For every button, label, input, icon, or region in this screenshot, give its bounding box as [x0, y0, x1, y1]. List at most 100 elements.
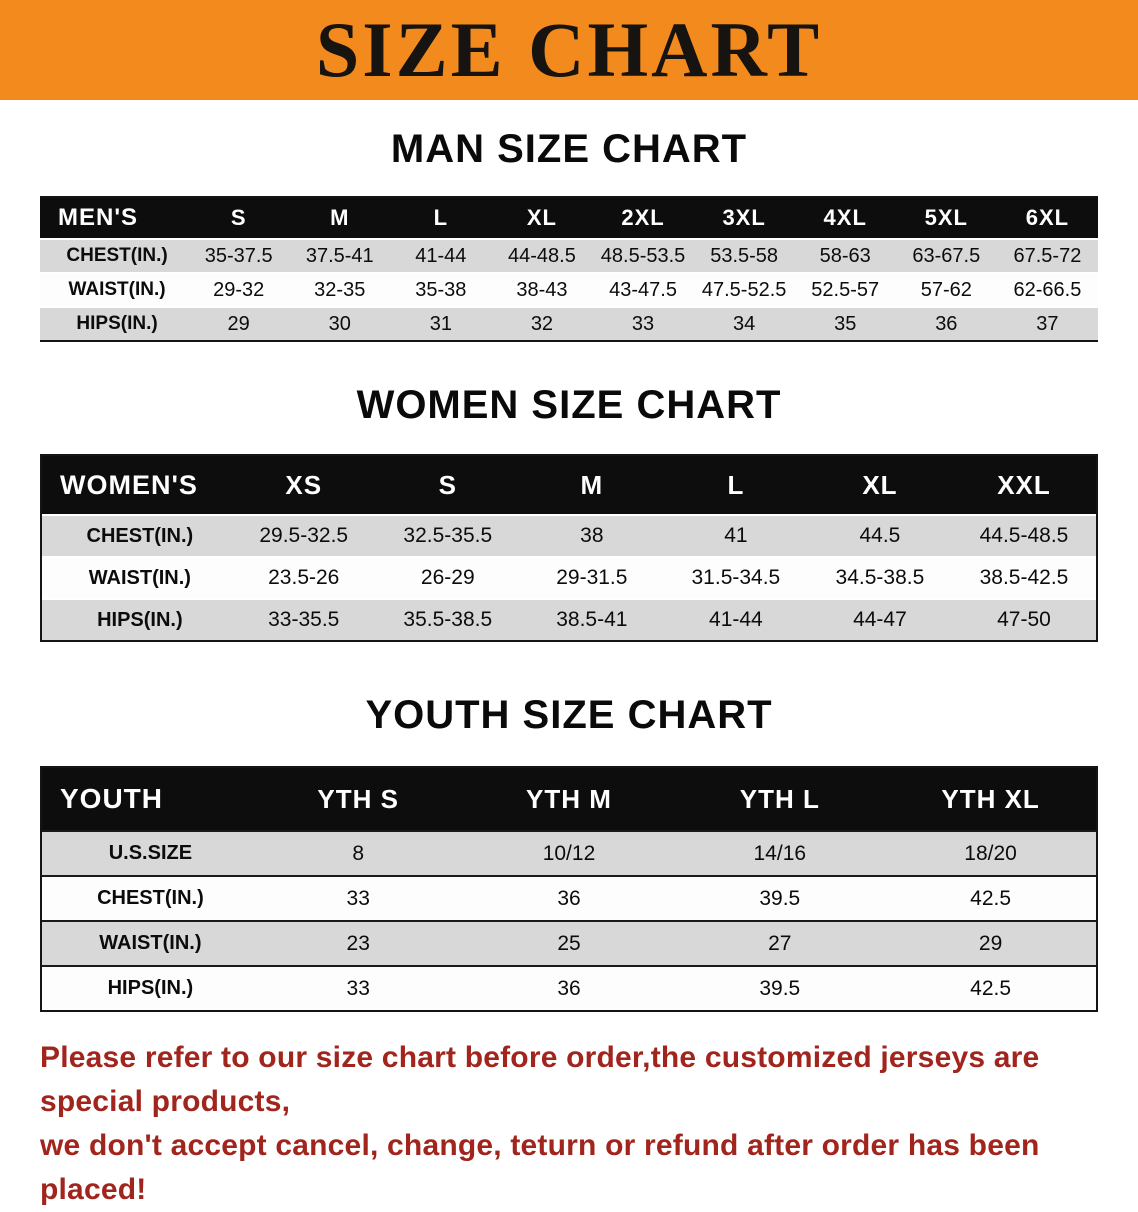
table-cell: 41-44	[709, 608, 763, 631]
table-cell: 38	[580, 524, 604, 547]
table-cell: 44-47	[853, 608, 907, 631]
table-cell: 35.5-38.5	[403, 608, 493, 631]
row-label: HIPS(IN.)	[97, 608, 183, 631]
row-label: CHEST(IN.)	[86, 524, 194, 547]
table-cell: 36	[557, 976, 581, 1000]
table-cell: 8	[352, 841, 365, 865]
table-cell: 53.5-58	[710, 244, 779, 267]
table-cell: 38.5-41	[556, 608, 628, 631]
row-label: HIPS(IN.)	[76, 313, 158, 334]
table-cell: 44.5-48.5	[979, 524, 1069, 547]
column-header: 6XL	[1025, 205, 1070, 230]
size-chart-banner: SIZE CHART	[0, 0, 1138, 100]
table-corner-label: WOMEN'S	[60, 469, 198, 500]
table-cell: 38.5-42.5	[979, 566, 1069, 589]
table-cell: 37.5-41	[305, 244, 374, 267]
table-cell: 58-63	[819, 244, 871, 267]
table-cell: 29	[227, 312, 250, 335]
row-label: CHEST(IN.)	[97, 887, 204, 909]
table-row: CHEST(IN.) 35-37.5 37.5-41 41-44 44-48.5 48.5…	[40, 238, 1098, 272]
table-corner-label: YOUTH	[60, 783, 163, 814]
table-header-row: MEN'S S M L XL 2XL 3XL 4XL 5XL 6XL	[40, 198, 1098, 238]
youth-size-table: YOUTH YTH S YTH M YTH L YTH XL U.S.SIZE 8 10/12…	[40, 766, 1098, 1012]
men-size-table: MEN'S S M L XL 2XL 3XL 4XL 5XL 6XL CHEST(IN.) 35-37…	[40, 196, 1098, 342]
table-cell: 23.5-26	[268, 566, 340, 589]
column-header: XXL	[997, 469, 1051, 500]
table-cell: 31	[429, 312, 452, 335]
column-header: M	[330, 205, 350, 230]
row-label: HIPS(IN.)	[107, 977, 194, 999]
table-cell: 32	[530, 312, 554, 335]
table-cell: 34	[733, 312, 756, 335]
column-header: S	[230, 205, 247, 230]
table-cell: 37	[1036, 312, 1059, 335]
table-cell: 35-38	[415, 278, 467, 301]
table-cell: 25	[557, 931, 581, 955]
column-header: L	[433, 205, 449, 230]
table-cell: 43-47.5	[609, 278, 677, 301]
column-header: 5XL	[924, 205, 968, 230]
table-cell: 18/20	[964, 841, 1017, 865]
table-cell: 29	[978, 931, 1003, 955]
table-row: WAIST(IN.) 23 25 27 29	[42, 920, 1096, 965]
women-section-heading: WOMEN SIZE CHART	[356, 383, 782, 427]
table-row: WAIST(IN.) 29-32 32-35 35-38 38-43 43-47.5 47.…	[40, 272, 1098, 306]
table-corner-label: MEN'S	[58, 204, 139, 231]
row-label: U.S.SIZE	[108, 842, 193, 864]
table-cell: 33	[346, 976, 370, 1000]
row-label: WAIST(IN.)	[99, 932, 202, 954]
table-row: U.S.SIZE 8 10/12 14/16 18/20	[42, 830, 1096, 875]
table-cell: 52.5-57	[811, 278, 880, 301]
table-cell: 29-31.5	[556, 566, 628, 589]
column-header: YTH M	[526, 783, 612, 814]
table-cell: 41	[724, 524, 748, 547]
table-cell: 27	[768, 931, 792, 955]
table-cell: 35	[834, 312, 857, 335]
column-header: YTH XL	[941, 783, 1040, 814]
table-cell: 29-32	[213, 278, 265, 301]
table-cell: 35-37.5	[204, 244, 273, 267]
table-cell: 29.5-32.5	[259, 524, 349, 547]
table-cell: 23	[346, 931, 370, 955]
table-header-row: YOUTH YTH S YTH M YTH L YTH XL	[42, 768, 1096, 830]
table-cell: 42.5	[970, 886, 1012, 910]
table-cell: 48.5-53.5	[600, 244, 686, 267]
table-row: HIPS(IN.) 29 30 31 32 33 34 35 36 37	[40, 306, 1098, 340]
table-cell: 32.5-35.5	[403, 524, 493, 547]
table-cell: 31.5-34.5	[691, 566, 781, 589]
table-cell: 36	[935, 312, 958, 335]
row-label: WAIST(IN.)	[88, 566, 191, 589]
table-cell: 44.5	[859, 524, 901, 547]
column-header: XS	[285, 469, 323, 500]
table-cell: 33	[631, 312, 655, 335]
table-row: HIPS(IN.) 33-35.5 35.5-38.5 38.5-41 41-44 44-…	[42, 598, 1096, 640]
row-label: CHEST(IN.)	[66, 245, 168, 266]
table-header-row: WOMEN'S XS S M L XL XXL	[42, 456, 1096, 514]
table-cell: 62-66.5	[1013, 278, 1082, 301]
column-header: XL	[862, 469, 898, 500]
table-row: CHEST(IN.) 33 36 39.5 42.5	[42, 875, 1096, 920]
column-header: YTH S	[317, 783, 399, 814]
table-cell: 38-43	[516, 278, 568, 301]
footer-note: Please refer to our size chart before or…	[40, 1036, 1098, 1212]
table-cell: 10/12	[542, 841, 596, 865]
column-header: M	[580, 469, 604, 500]
table-cell: 14/16	[753, 841, 807, 865]
table-cell: 47.5-52.5	[701, 278, 787, 301]
men-size-section: MAN SIZE CHART MEN'S S M L XL 2XL 3XL 4XL 5XL 6XL…	[0, 126, 1138, 342]
table-row: HIPS(IN.) 33 36 39.5 42.5	[42, 965, 1096, 1010]
table-cell: 42.5	[970, 976, 1012, 1000]
youth-size-section: YOUTH SIZE CHART YOUTH YTH S YTH M YTH L YTH…	[0, 692, 1138, 1012]
column-header: L	[727, 469, 745, 500]
footer-line-2: we don't accept cancel, change, teturn o…	[40, 1129, 1040, 1206]
column-header: XL	[526, 205, 557, 230]
table-cell: 36	[557, 886, 581, 910]
banner-title: SIZE CHART	[315, 6, 823, 93]
table-cell: 44-48.5	[508, 244, 576, 267]
table-row: CHEST(IN.) 29.5-32.5 32.5-35.5 38 41 44.5 44.5…	[42, 514, 1096, 556]
column-header: 4XL	[823, 205, 867, 230]
column-header: S	[438, 469, 457, 500]
footer-line-1: Please refer to our size chart before or…	[40, 1041, 1040, 1118]
table-cell: 41-44	[415, 244, 467, 267]
